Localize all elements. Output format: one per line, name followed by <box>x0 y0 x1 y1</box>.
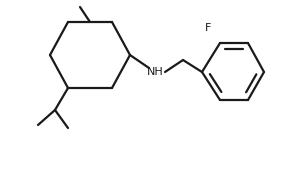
Text: NH: NH <box>147 67 163 77</box>
Text: F: F <box>205 23 211 33</box>
